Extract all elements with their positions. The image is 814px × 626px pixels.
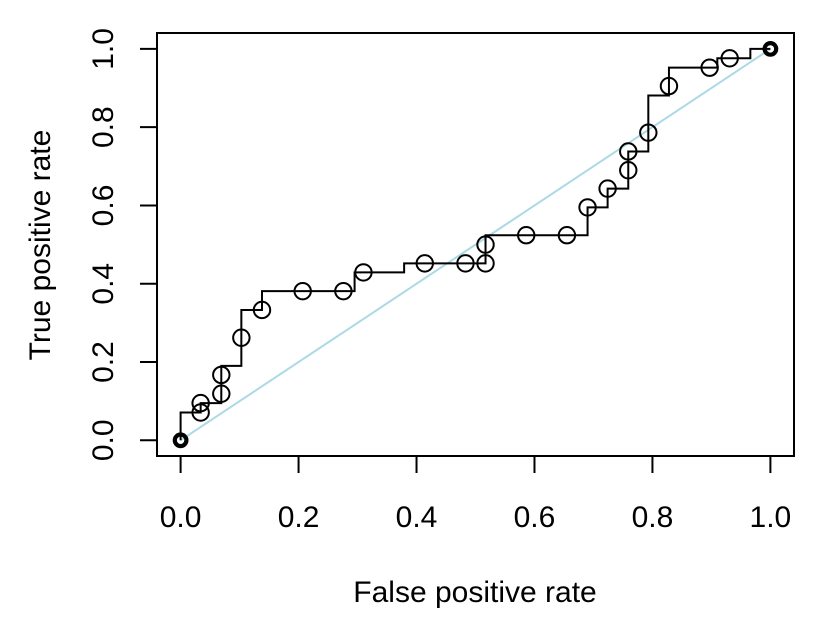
cutoff-marker [191, 393, 210, 413]
cutoff-marker [619, 142, 638, 161]
x-tick-label: 0.0 [160, 501, 202, 534]
endpoint-marker [762, 41, 779, 57]
cutoff-marker [557, 226, 577, 245]
cutoff-marker [598, 179, 617, 198]
cutoff-marker [232, 328, 251, 347]
cutoff-marker [700, 58, 719, 77]
x-axis-title: False positive rate [353, 576, 596, 609]
cutoff-marker [191, 403, 210, 422]
x-tick-label: 0.6 [514, 501, 556, 534]
cutoff-marker [212, 365, 231, 385]
axis-ticks: 0.0 0.2 0.4 0.6 0.8 1.0 0.0 0.2 0.4 0.6 0.8 1.0 [87, 28, 791, 534]
cutoff-marker [354, 263, 373, 282]
cutoff-marker [415, 254, 434, 273]
y-tick-label: 0.6 [87, 185, 120, 227]
cutoff-marker [476, 254, 495, 273]
cutoff-marker [578, 198, 597, 217]
x-tick-label: 1.0 [750, 501, 792, 534]
cutoff-marker [517, 226, 536, 245]
y-tick-label: 0.2 [87, 341, 120, 383]
cutoff-marker [456, 254, 475, 273]
y-tick-label: 1.0 [87, 28, 120, 70]
x-tick-label: 0.2 [278, 501, 320, 534]
x-tick-label: 0.4 [396, 501, 438, 534]
roc-cutoff-markers [172, 41, 779, 449]
x-tick-label: 0.8 [632, 501, 674, 534]
cutoff-marker [639, 123, 658, 142]
cutoff-marker [659, 76, 679, 96]
plot-box-frame [156, 32, 795, 457]
chance-diagonal [180, 48, 771, 442]
chance-diagonal-line [180, 48, 771, 442]
y-tick-label: 0.4 [87, 263, 120, 305]
cutoff-marker [334, 281, 353, 301]
y-tick-label: 0.8 [87, 106, 120, 148]
cutoff-marker [293, 281, 312, 301]
cutoff-marker [476, 235, 495, 254]
cutoff-marker [252, 300, 272, 320]
cutoff-marker [619, 161, 638, 180]
endpoint-marker [172, 432, 189, 449]
y-axis-title: True positive rate [24, 130, 57, 361]
y-tick-label: 0.0 [87, 419, 120, 461]
cutoff-marker [212, 384, 231, 403]
cutoff-marker [720, 49, 739, 68]
